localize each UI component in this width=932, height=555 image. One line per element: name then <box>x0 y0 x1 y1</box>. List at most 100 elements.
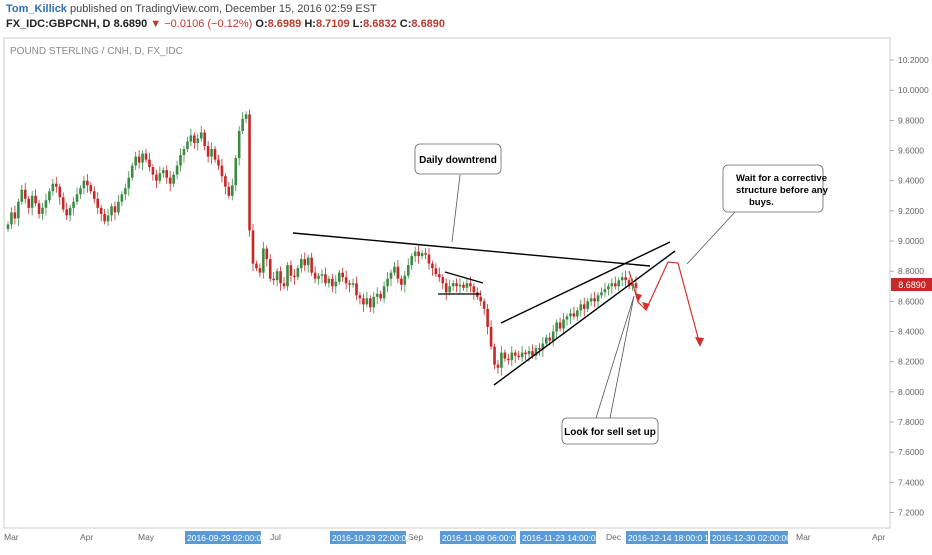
annotations: Daily downtrend Wait for a corrective st… <box>414 143 829 445</box>
y-tick-label: 7.6000 <box>898 447 924 457</box>
candle-body <box>451 283 455 287</box>
candle-body <box>393 266 396 273</box>
candle-body <box>10 212 13 225</box>
candle-body <box>520 352 524 358</box>
candle-body <box>324 274 327 284</box>
candle-body <box>244 114 248 119</box>
candle-body <box>117 201 120 213</box>
price-change: −0.0106 (−0.12%) <box>164 18 253 30</box>
y-tick-label: 8.6000 <box>898 296 924 306</box>
candle-body <box>410 256 414 266</box>
candle-body <box>189 135 193 142</box>
sell-callout-pointer-b <box>609 295 635 419</box>
author-link[interactable]: Tom_Killick <box>6 3 67 15</box>
x-axis[interactable]: Mar Apr May Jul Sep Dec Mar Apr 2016-09-29 02:00… <box>4 527 890 544</box>
candle-body <box>299 259 303 269</box>
downtrend-line[interactable] <box>292 232 651 267</box>
candle-body <box>113 206 117 213</box>
candle-body <box>562 319 565 329</box>
candle-body <box>65 209 68 216</box>
current-price-tag: 8.6890 <box>891 278 932 291</box>
candle-body <box>86 180 89 186</box>
candle-body <box>579 304 583 311</box>
candle-body <box>572 313 576 317</box>
candles <box>6 109 638 376</box>
candle-body <box>441 277 445 284</box>
wedge-lower-line[interactable] <box>493 250 676 386</box>
wait-callout-box[interactable] <box>722 164 824 213</box>
candle-body <box>479 296 483 302</box>
y-tick-label: 9.8000 <box>898 115 924 125</box>
time-label-bg <box>185 531 261 544</box>
y-tick-label: 10.2000 <box>898 55 929 65</box>
price-chart[interactable]: POUND STERLING / CNH, D, FX_IDC 10.20001… <box>0 36 932 550</box>
candle-body <box>217 159 220 166</box>
candle-body <box>486 308 489 327</box>
flag-top-line[interactable] <box>444 271 484 284</box>
candle-body <box>527 351 531 355</box>
candle-body <box>313 272 317 279</box>
candle-body <box>544 337 548 344</box>
wedge-upper-line[interactable] <box>500 241 671 324</box>
time-label: 2016-12-30 02:00:00 <box>712 533 791 543</box>
x-tick-label: Apr <box>872 532 885 542</box>
candle-body <box>17 201 20 219</box>
y-axis[interactable]: 10.2000 10.0000 9.8000 9.6000 9.4000 9.2000 9.… <box>890 55 929 517</box>
candle-body <box>41 207 44 214</box>
candle-body <box>386 278 389 287</box>
candle-body <box>144 153 148 160</box>
candle-body <box>337 272 341 282</box>
candle-body <box>334 281 338 287</box>
candle-body <box>327 278 331 284</box>
x-tick-label: Jul <box>270 532 281 542</box>
candle-body <box>576 310 579 317</box>
candle-body <box>382 286 386 299</box>
candle-body <box>351 283 355 285</box>
chart-area[interactable]: POUND STERLING / CNH, D, FX_IDC 10.2000 1… <box>0 36 932 550</box>
candle-body <box>203 132 206 147</box>
candle-body <box>558 322 562 329</box>
wait-callout-line-1: Wait for a corrective <box>736 173 827 184</box>
open-label: O: <box>255 18 268 30</box>
candle-body <box>286 265 289 287</box>
candle-body <box>551 331 555 341</box>
candle-body <box>61 197 65 210</box>
sell-callout-pointer-a <box>595 295 635 419</box>
candle-body <box>589 298 593 302</box>
daily-callout-box[interactable] <box>414 143 502 175</box>
candle-body <box>182 149 186 156</box>
candle-body <box>582 304 586 309</box>
candle-body <box>106 215 110 222</box>
candle-body <box>151 167 155 175</box>
candle-body <box>420 253 424 257</box>
candle-body <box>44 200 48 208</box>
candle-body <box>634 283 638 288</box>
candle-body <box>220 165 224 177</box>
high-label: H: <box>304 18 316 30</box>
candle-body <box>620 277 624 281</box>
wait-callout-line-3: buys. <box>749 197 774 208</box>
chart-header: Tom_Killick published on TradingView.com… <box>0 0 932 34</box>
candle-body <box>600 292 603 296</box>
candle-body <box>6 224 10 229</box>
arrow-head-0-icon <box>635 293 642 302</box>
candle-body <box>341 272 345 278</box>
candle-body <box>262 248 265 273</box>
sell-callout-box[interactable] <box>561 417 659 445</box>
time-label: 2016-11-23 14:00:00 <box>522 533 601 543</box>
ohlc-line: FX_IDC:GBPCNH, D 8.6890 ▼ −0.0106 (−0.12… <box>6 18 445 30</box>
candle-body <box>82 180 86 189</box>
price-tag-text: 8.6890 <box>898 280 926 290</box>
candle-body <box>55 183 58 187</box>
candle-body <box>179 155 182 166</box>
candle-body <box>317 275 320 279</box>
candle-body <box>79 188 82 195</box>
candle-body <box>310 257 313 273</box>
y-tick-label: 8.2000 <box>898 357 924 367</box>
candle-body <box>496 364 500 368</box>
published-text: published on TradingView.com, December 1… <box>66 3 377 15</box>
candle-body <box>51 183 55 192</box>
chart-title: POUND STERLING / CNH, D, FX_IDC <box>10 46 183 57</box>
candle-body <box>272 278 275 281</box>
candle-body <box>389 272 393 279</box>
